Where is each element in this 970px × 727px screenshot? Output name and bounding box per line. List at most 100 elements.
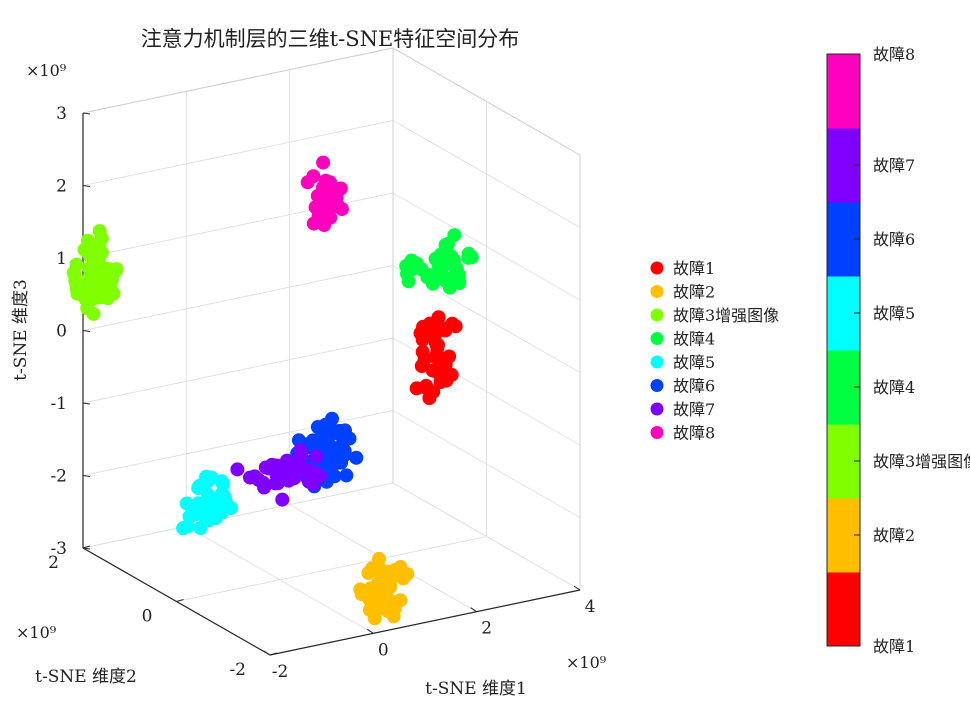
data-point	[70, 286, 85, 301]
data-point	[400, 567, 415, 582]
colorbar-frame	[826, 53, 861, 647]
data-point	[208, 511, 223, 526]
data-point	[176, 521, 191, 536]
z-tick-mark	[82, 330, 91, 332]
data-point	[425, 363, 440, 378]
data-point	[323, 448, 338, 463]
data-point	[264, 457, 279, 472]
y-axis-label: t-SNE 维度2	[35, 667, 137, 687]
legend-marker	[650, 355, 664, 369]
y-tick-label: 2	[48, 553, 59, 573]
z-tick-mark	[82, 402, 91, 405]
y-tick-label: 0	[142, 607, 153, 627]
data-point	[281, 473, 296, 488]
data-point	[318, 173, 333, 188]
x-tick-label: 4	[585, 597, 596, 617]
grid-line	[82, 410, 394, 476]
colorbar-label: 故障5	[873, 304, 915, 323]
data-point	[353, 582, 368, 597]
data-point	[413, 326, 428, 341]
data-point	[80, 294, 95, 309]
x-tick-mark	[367, 628, 374, 634]
grid-line	[82, 192, 394, 259]
colorbar-label: 故障8	[873, 45, 915, 64]
grid-line	[82, 337, 394, 404]
legend-label: 故障4	[673, 330, 715, 349]
legend-label: 故障5	[673, 353, 715, 372]
data-point	[433, 247, 448, 262]
frame-edge	[392, 47, 581, 156]
data-point	[179, 496, 194, 511]
colorbar-label: 故障3增强图像	[873, 452, 970, 471]
data-point	[436, 269, 451, 284]
legend-marker	[650, 308, 664, 322]
data-point	[91, 290, 106, 305]
z-tick-mark	[82, 112, 91, 115]
data-point	[414, 359, 429, 373]
data-point	[425, 322, 440, 337]
data-point	[415, 345, 430, 359]
data-point	[461, 250, 476, 265]
data-point	[332, 424, 347, 438]
data-point	[334, 455, 349, 470]
y-tick-label: -2	[229, 660, 246, 680]
z-tick-label: -3	[50, 539, 67, 559]
x-tick-mark	[470, 607, 477, 613]
colorbar-label: 故障7	[873, 156, 915, 175]
data-point	[433, 375, 448, 389]
colorbar-label: 故障4	[873, 378, 915, 397]
data-point	[449, 265, 464, 280]
grid-line	[82, 265, 394, 331]
z-tick-label: 3	[56, 104, 67, 124]
data-point	[369, 588, 384, 603]
data-point	[192, 479, 207, 494]
data-point	[349, 450, 364, 465]
x-tick-mark	[263, 650, 271, 656]
y-axis-multiplier: ×10⁹	[16, 623, 57, 642]
z-axis-label: t-SNE 维度3	[11, 279, 31, 381]
data-point	[92, 224, 107, 238]
data-point	[66, 265, 81, 280]
data-point	[88, 250, 103, 264]
axes-frame	[82, 47, 581, 656]
data-point	[182, 509, 197, 524]
y-tick-mark	[82, 545, 91, 549]
data-point	[431, 310, 446, 325]
legend-marker	[650, 332, 664, 345]
colorbar-segment	[827, 54, 860, 129]
z-tick-mark	[82, 185, 91, 187]
data-point	[275, 492, 290, 507]
data-point	[342, 431, 357, 446]
data-point	[270, 475, 285, 490]
data-point	[290, 461, 305, 476]
legend-label: 故障6	[673, 377, 715, 396]
axes-grid	[82, 47, 581, 656]
legend-marker	[650, 379, 664, 392]
axis-ticks: -3 -2 -1 0 1 2 3 -2 0 2 -2 0 2 4	[48, 104, 595, 682]
legend-label: 故障1	[673, 259, 715, 278]
data-point	[339, 468, 354, 483]
data-point	[362, 602, 377, 617]
data-point	[316, 155, 331, 170]
scatter-points	[66, 155, 479, 626]
legend-label: 故障2	[673, 283, 715, 302]
z-tick-label: 0	[56, 322, 67, 342]
data-point	[212, 491, 227, 506]
data-point	[309, 449, 323, 464]
data-point	[247, 469, 262, 484]
grid-line	[82, 482, 394, 549]
colorbar-segment	[827, 572, 860, 647]
legend-label: 故障7	[673, 400, 715, 419]
data-point	[195, 507, 210, 522]
data-point	[327, 469, 342, 484]
data-point	[334, 202, 349, 217]
data-point	[230, 462, 245, 477]
x-tick-label: 0	[378, 640, 389, 660]
x-tick-label: -2	[272, 662, 289, 682]
x-axis-multiplier: ×10⁹	[566, 653, 607, 672]
data-point	[370, 576, 385, 591]
z-tick-label: -2	[50, 467, 67, 487]
